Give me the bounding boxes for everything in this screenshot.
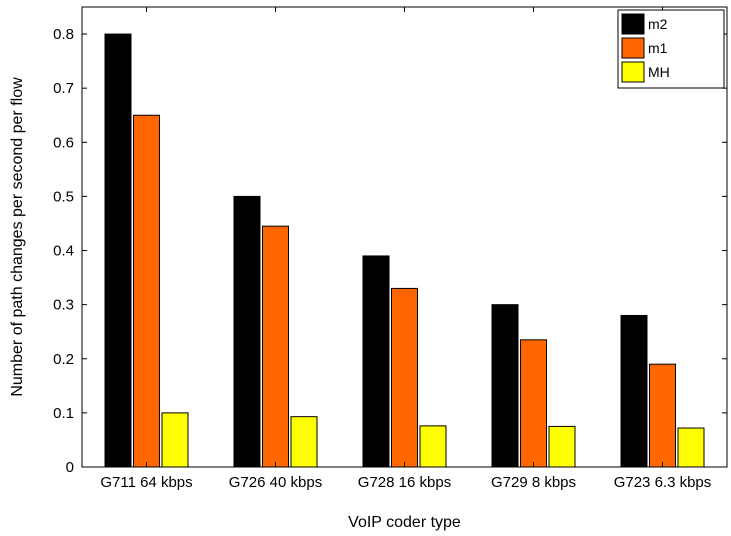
bar-m2-3: [491, 304, 519, 468]
y-tick-label: 0.8: [53, 26, 74, 43]
x-tick-label: G726 40 kbps: [229, 474, 322, 491]
bar-m2-2: [362, 255, 390, 468]
y-axis-ticks: 0 0.1 0.2 0.3 0.4 0.5 0.6 0.7 0.8: [53, 26, 727, 476]
x-tick-label: G711 64 kbps: [100, 474, 192, 491]
bar-MH-2: [419, 425, 447, 468]
bar-MH-0: [161, 412, 189, 468]
legend-swatch-m1: [621, 37, 645, 59]
y-tick-label: 0.6: [53, 134, 74, 151]
bar-m2-1: [233, 195, 261, 468]
x-tick-label: G729 8 kbps: [491, 474, 576, 491]
y-axis-label: Number of path changes per second per fl…: [9, 77, 26, 397]
bar-m1-0: [133, 114, 160, 468]
y-tick-label: 0.3: [53, 297, 74, 314]
bars-group: [104, 33, 705, 468]
x-axis-ticks: G711 64 kbps G726 40 kbps G728 16 kbps G729…: [100, 7, 711, 491]
bar-m1-1: [262, 225, 289, 468]
x-tick-label: G723 6.3 kbps: [614, 474, 712, 491]
y-tick-label: 0.2: [53, 351, 74, 368]
bar-MH-3: [548, 425, 576, 468]
bar-m2-4: [620, 314, 648, 468]
y-tick-label: 0.1: [53, 405, 74, 422]
legend: m2 m1 MH: [617, 9, 725, 89]
y-tick-label: 0.4: [53, 243, 74, 260]
bar-MH-4: [677, 427, 705, 468]
x-tick-label: G728 16 kbps: [358, 474, 451, 491]
bar-m1-2: [391, 287, 418, 468]
bar-m2-0: [104, 33, 132, 468]
bar-m1-3: [520, 339, 547, 468]
legend-swatch-MH: [621, 61, 645, 83]
x-axis-label: VoIP coder type: [348, 514, 461, 531]
bar-m1-4: [649, 363, 676, 468]
y-tick-label: 0: [66, 459, 74, 476]
legend-label-MH: MH: [648, 64, 670, 80]
bar-MH-1: [290, 416, 318, 468]
y-tick-label: 0.5: [53, 188, 74, 205]
legend-label-m1: m1: [648, 40, 668, 56]
plot-frame: [81, 6, 728, 468]
legend-label-m2: m2: [648, 16, 668, 32]
legend-swatch-m2: [621, 13, 645, 35]
y-tick-label: 0.7: [53, 80, 74, 97]
